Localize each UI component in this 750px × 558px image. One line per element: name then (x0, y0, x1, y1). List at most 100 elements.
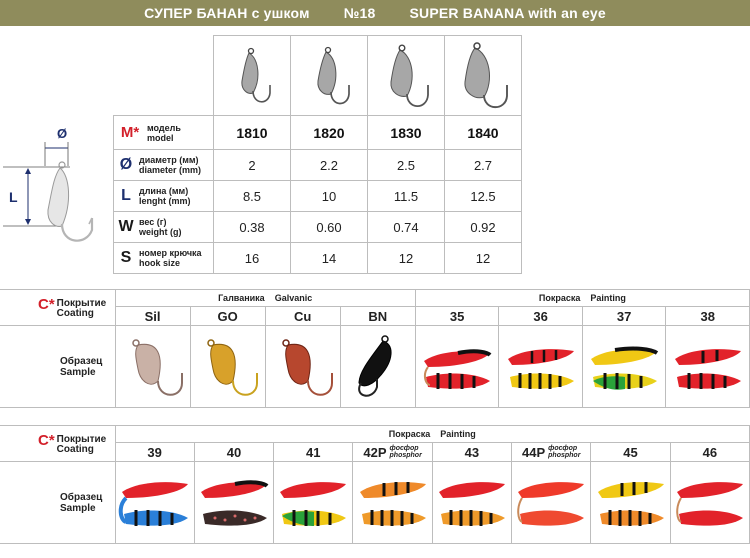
coating-code: 36 (498, 306, 583, 326)
model-label-ru: модель (147, 122, 181, 133)
weight-value: 0.74 (367, 211, 445, 243)
coating-table-2: C* Покрытие Coating Покраска Painting 39 … (0, 425, 750, 544)
length-row-symbol: L (121, 187, 131, 204)
spec-image-row (114, 35, 522, 116)
title-banner: СУПЕР БАНАН с ушком №18 SUPER BANANA wit… (0, 0, 750, 26)
diameter-value: 2 (213, 149, 291, 181)
title-ru: СУПЕР БАНАН с ушком (144, 5, 310, 21)
coating-label-en: Coating (56, 307, 94, 319)
length-value: 12.5 (444, 180, 522, 212)
coating-code: GO (189, 306, 266, 326)
diameter-symbol: Ø (57, 126, 67, 141)
sample-cu (264, 325, 341, 408)
jig-image-1820 (290, 35, 368, 116)
coating2-code-row: 39 40 41 42P фосфор phosphor 43 44P фосфор p… (0, 442, 750, 462)
sample-41 (273, 461, 354, 544)
coating-code: 35 (414, 306, 500, 326)
diameter-label-en: diameter (mm) (139, 165, 202, 175)
length-label-ru: длина (мм) (139, 186, 189, 196)
coating-label: C* Покрытие Coating (0, 433, 115, 455)
coating-code-row: Sil GO Cu BN 35 36 37 38 (0, 306, 750, 326)
coating-code: BN (339, 306, 416, 326)
coating-label: C* Покрытие Coating (0, 297, 115, 319)
model-value: 1830 (367, 115, 445, 150)
sample-39 (114, 461, 195, 544)
jig-image-1830 (367, 35, 445, 116)
coating-symbol: C* (38, 295, 55, 313)
hook-size-row-symbol: S (120, 249, 132, 266)
group-galvanic: Галваника Galvanic (114, 289, 416, 307)
coating-table-1: C* Покрытие Coating Галваника Galvanic По… (0, 289, 750, 408)
sample-bn (339, 325, 416, 408)
coating-label-ru: Покрытие (56, 297, 107, 309)
sample-44p (511, 461, 592, 544)
jig-image-1810 (213, 35, 291, 116)
coating-code: Sil (114, 306, 191, 326)
coating2-sample-row: Образец Sample (0, 461, 750, 544)
sample-40 (193, 461, 275, 544)
hook-size-value: 14 (290, 242, 368, 274)
weight-row-symbol: W (118, 218, 134, 235)
coating-code: 43 (431, 442, 513, 462)
coating-label-ru: Покрытие (56, 433, 107, 445)
weight-label-en: weight (g) (139, 227, 182, 237)
coating-code: Cu (264, 306, 341, 326)
sample-sil (114, 325, 191, 408)
title-en: SUPER BANANA with an eye (409, 5, 606, 21)
hook-size-label-ru: номер крючка (139, 248, 202, 258)
length-value: 10 (290, 180, 368, 212)
hook-size-value: 16 (213, 242, 291, 274)
model-label-en: model (147, 132, 174, 143)
coating2-group-row: C* Покрытие Coating Покраска Painting (0, 425, 750, 462)
coating-code: 37 (581, 306, 667, 326)
diameter-value: 2.5 (367, 149, 445, 181)
weight-value: 0.38 (213, 211, 291, 243)
weight-value: 0.60 (290, 211, 368, 243)
hook-size-value: 12 (367, 242, 445, 274)
coating-code: 40 (193, 442, 275, 462)
length-value: 11.5 (367, 180, 445, 212)
sample-42p (352, 461, 433, 544)
length-value: 8.5 (213, 180, 291, 212)
diameter-value: 2.2 (290, 149, 368, 181)
diameter-label-ru: диаметр (мм) (139, 155, 199, 165)
sample-go (189, 325, 266, 408)
diameter-row-symbol: Ø (119, 156, 133, 173)
model-value: 1840 (444, 115, 522, 150)
sample-label: Образец Sample (60, 491, 103, 514)
jig-dimension-icon: Ø L (3, 126, 94, 242)
hook-size-label-en: hook size (139, 258, 181, 268)
sample-46 (669, 461, 750, 544)
group-painting: Покраска Painting (414, 289, 750, 307)
weight-value: 0.92 (444, 211, 522, 243)
spec-row-model: M* модель model 1810 1820 1830 1840 (113, 115, 522, 150)
coating-code: 45 (590, 442, 671, 462)
model-value: 1810 (213, 115, 291, 150)
coating-group-row: C* Покрытие Coating Галваника Galvanic По… (0, 289, 750, 326)
coating-symbol: C* (38, 431, 55, 449)
sample-38 (665, 325, 750, 408)
diameter-value: 2.7 (444, 149, 522, 181)
model-symbol: M* (120, 124, 140, 141)
title-number: №18 (343, 5, 376, 21)
dimension-diagram: Ø L (0, 118, 110, 258)
sample-label: Образец Sample (60, 355, 103, 378)
coating-label-en: Coating (56, 443, 94, 455)
coating-code: 38 (665, 306, 750, 326)
coating-code-44p: 44P фосфор phosphor (511, 442, 592, 462)
jig-image-1840 (444, 35, 522, 116)
length-label-en: lenght (mm) (139, 196, 191, 206)
sample-37 (581, 325, 667, 408)
coating-code: 39 (114, 442, 195, 462)
sample-36 (498, 325, 583, 408)
model-value: 1820 (290, 115, 368, 150)
sample-45 (590, 461, 671, 544)
group-painting-2: Покраска Painting (114, 425, 750, 443)
coating-sample-row: Образец Sample (0, 325, 750, 408)
weight-label-ru: вес (г) (139, 217, 167, 227)
